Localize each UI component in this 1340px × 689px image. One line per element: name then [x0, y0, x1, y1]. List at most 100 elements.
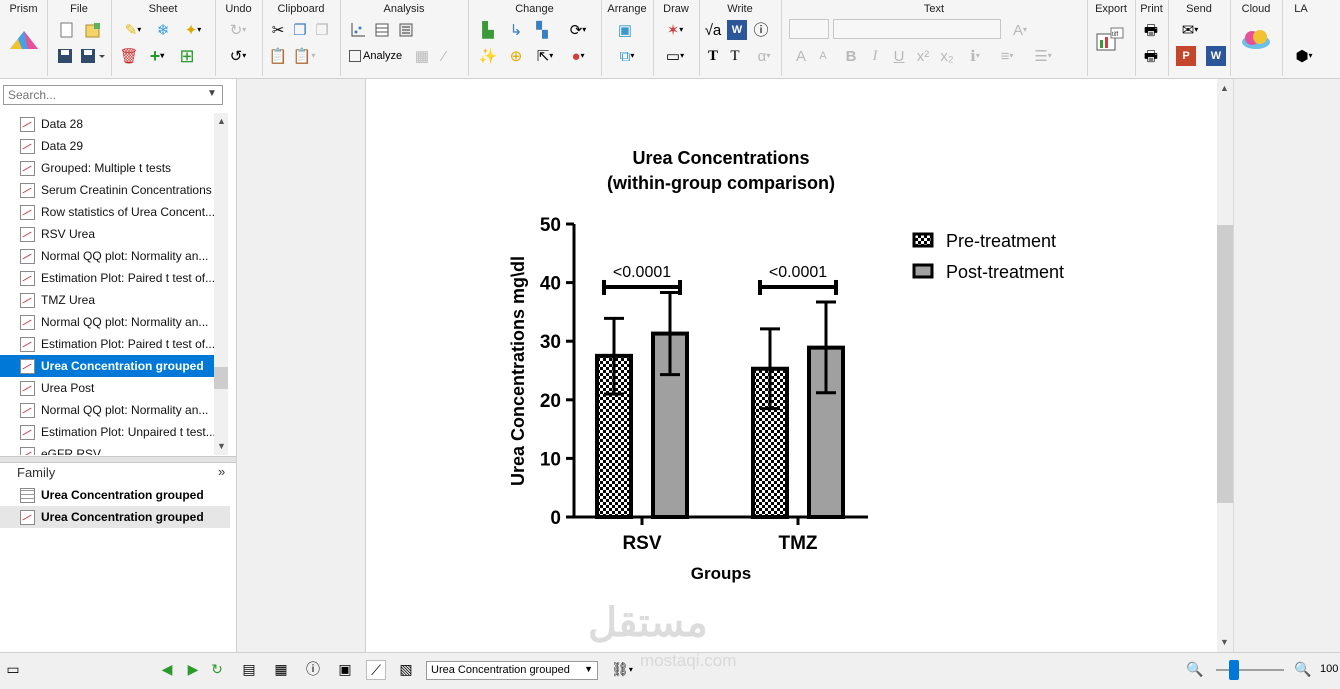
italic-icon[interactable]: I	[872, 47, 878, 64]
sheet-tree-item[interactable]: Estimation Plot: Paired t test of...	[0, 333, 214, 355]
cut-icon[interactable]: ✂	[271, 21, 285, 39]
page-scroll-thumb[interactable]	[1217, 225, 1233, 503]
tree-scrollbar[interactable]	[214, 113, 228, 455]
color-scheme-icon[interactable]: ● ▾	[571, 47, 585, 65]
paste-icon[interactable]: 📋	[268, 47, 288, 65]
mail-icon[interactable]: ✉ ▾	[1181, 21, 1199, 39]
word-embed-icon[interactable]: W	[727, 20, 747, 40]
zoom-slider[interactable]	[1229, 660, 1239, 680]
package-icon[interactable]: ⬢ ▾	[1295, 47, 1313, 65]
print-icon[interactable]: 🖶	[1143, 21, 1159, 39]
chevron-down-icon[interactable]: ▼	[207, 88, 217, 99]
sheet-select[interactable]: Urea Concentration grouped ▼	[426, 661, 598, 680]
font-family-select[interactable]	[833, 19, 1001, 39]
text-box-icon[interactable]: T	[730, 47, 740, 64]
graph-type-icon[interactable]: ▙	[482, 21, 494, 39]
line-spacing-icon[interactable]: ☰ ▾	[1034, 47, 1052, 65]
insert-sheet-icon[interactable]: ⊞	[179, 46, 195, 66]
paste-special-icon[interactable]: 📋 ▾	[292, 47, 316, 65]
decrease-font-icon[interactable]: A	[819, 49, 827, 62]
symbol-icon[interactable]: ℹ ▾	[970, 47, 980, 65]
group-objects-icon[interactable]: ⧉ ▾	[619, 47, 635, 65]
export-icon[interactable]: tiff	[1095, 26, 1125, 54]
powerpoint-icon[interactable]: P	[1176, 46, 1196, 66]
magic-analysis-icon[interactable]: ⁄	[442, 47, 446, 65]
scroll-up-icon[interactable]: ▲	[1220, 83, 1229, 93]
new-sheet-icon[interactable]	[57, 20, 77, 40]
sheet-tree-item[interactable]: Normal QQ plot: Normality an...	[0, 311, 214, 333]
sheet-tree-item[interactable]: Data 29	[0, 135, 214, 157]
refresh-icon[interactable]: ⟳ ▾	[569, 21, 587, 39]
zoom-in-icon[interactable]: 🔍	[1294, 660, 1312, 677]
data-table-icon[interactable]: ▤	[242, 660, 256, 677]
family-item[interactable]: Urea Concentration grouped	[0, 506, 230, 528]
tree-scroll-thumb[interactable]	[214, 367, 228, 389]
highlighter-icon[interactable]: ✎ ▾	[124, 21, 142, 39]
scroll-down-icon[interactable]: ▼	[217, 441, 226, 451]
notes-icon[interactable]: ▣	[338, 660, 352, 677]
sheet-tree-item[interactable]: Normal QQ plot: Normality an...	[0, 245, 214, 267]
print-preview-icon[interactable]: 🖶	[1143, 47, 1159, 65]
sheet-tree-item[interactable]: RSV Urea	[0, 223, 214, 245]
snowflake-icon[interactable]: ❄	[156, 21, 170, 39]
equation-icon[interactable]: √a	[704, 21, 722, 39]
urea-chart[interactable]: Urea Concentrations (within-group compar…	[366, 79, 1218, 652]
align-icon[interactable]: ▣	[617, 21, 633, 39]
add-icon[interactable]: + ▾	[149, 46, 165, 66]
zoom-track[interactable]	[1216, 669, 1284, 671]
font-color-icon[interactable]: A ▾	[1012, 21, 1028, 39]
draw-rect-icon[interactable]: ▭ ▾	[665, 47, 685, 65]
redo-icon[interactable]: ↻ ▾	[229, 21, 247, 39]
sheet-tree-item[interactable]: Urea Concentration grouped	[0, 355, 214, 377]
prism-logo-icon[interactable]	[8, 28, 40, 52]
word-icon[interactable]: W	[1206, 46, 1226, 66]
sheet-tree-item[interactable]: Estimation Plot: Unpaired t test...	[0, 421, 214, 443]
graph-icon[interactable]: ⟋	[366, 660, 386, 680]
results-table-icon[interactable]: ▦	[274, 660, 288, 677]
sheet-tree-item[interactable]: Row statistics of Urea Concent...	[0, 201, 214, 223]
add-data-icon[interactable]: ⊕	[509, 47, 523, 65]
navigate-icon[interactable]: ↻	[211, 660, 223, 677]
open-icon[interactable]	[83, 20, 103, 40]
undo-icon[interactable]: ↺ ▾	[229, 47, 247, 65]
subscript-icon[interactable]: x₂	[940, 47, 954, 65]
wand-icon[interactable]: ✦ ▾	[184, 21, 202, 39]
cloud-icon[interactable]	[1240, 28, 1272, 50]
increase-font-icon[interactable]: A	[795, 47, 806, 65]
draw-line-icon[interactable]: ✶ ▾	[666, 21, 684, 39]
font-size-select[interactable]	[789, 19, 829, 39]
next-sheet-icon[interactable]: ▶	[187, 660, 199, 677]
text-tool-icon[interactable]: T	[707, 47, 718, 64]
sparkle-icon[interactable]: ✨	[478, 47, 498, 65]
recent-analysis-icon[interactable]: ▦	[414, 47, 430, 65]
info-icon[interactable]: ⓘ	[306, 661, 320, 677]
align-text-icon[interactable]: ≡ ▾	[1000, 47, 1014, 65]
delete-icon[interactable]: 🗑	[119, 47, 139, 65]
results-icon[interactable]	[396, 20, 416, 40]
greek-icon[interactable]: α ▾	[757, 47, 771, 65]
axis-icon[interactable]: ↳	[509, 21, 523, 39]
analyze-button[interactable]: Analyze	[349, 47, 405, 65]
save-as-icon[interactable]	[79, 46, 107, 66]
sheet-tree-item[interactable]: TMZ Urea	[0, 289, 214, 311]
table-analysis-icon[interactable]	[372, 20, 392, 40]
format-axis-icon[interactable]: ▚	[536, 21, 548, 39]
superscript-icon[interactable]: x²	[916, 47, 930, 65]
sheet-tree-item[interactable]: Grouped: Multiple t tests	[0, 157, 214, 179]
navigator-toggle-icon[interactable]: ▭	[6, 660, 20, 677]
pane-splitter[interactable]	[0, 456, 236, 463]
sheet-tree-item[interactable]: Urea Post	[0, 377, 214, 399]
family-item[interactable]: Urea Concentration grouped	[0, 484, 230, 506]
layout-icon[interactable]: ▧	[399, 660, 413, 677]
previous-sheet-icon[interactable]: ◀	[161, 660, 173, 677]
link-graph-icon[interactable]: ⇱ ▾	[536, 47, 554, 65]
sheet-tree-item[interactable]: Data 28	[0, 113, 214, 135]
sheet-tree-item[interactable]: Estimation Plot: Paired t test of...	[0, 267, 214, 289]
scroll-up-icon[interactable]: ▲	[217, 116, 226, 126]
sheet-tree-item[interactable]: Serum Creatinin Concentrations	[0, 179, 214, 201]
copy-special-icon[interactable]: ❐	[315, 21, 329, 39]
link-icon[interactable]: ⛓ ▾	[611, 660, 633, 677]
xy-analysis-icon[interactable]	[348, 20, 368, 40]
bold-icon[interactable]: B	[845, 47, 857, 65]
zoom-out-icon[interactable]: 🔍	[1186, 660, 1204, 677]
